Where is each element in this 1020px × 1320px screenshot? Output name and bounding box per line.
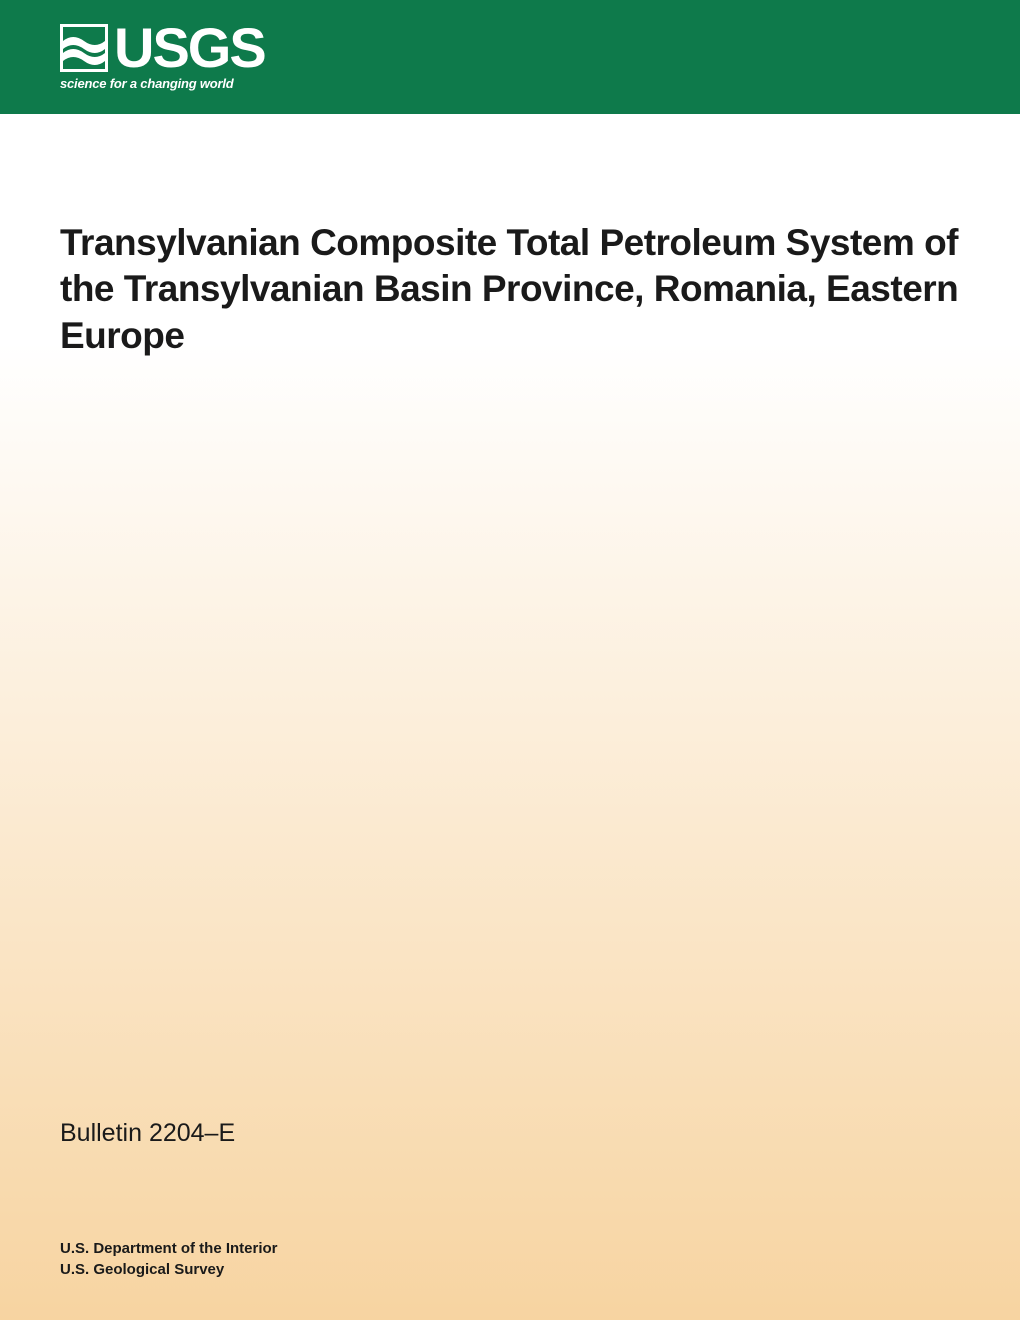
footer-line-1: U.S. Department of the Interior [60, 1238, 960, 1259]
usgs-wave-icon [60, 24, 108, 72]
document-title: Transylvanian Composite Total Petroleum … [60, 220, 960, 359]
usgs-logo-text: USGS [114, 24, 265, 72]
footer-line-2: U.S. Geological Survey [60, 1259, 960, 1280]
bulletin-number: Bulletin 2204–E [60, 1119, 960, 1148]
usgs-logo-block: USGS science for a changing world [60, 24, 265, 91]
logo-row: USGS [60, 24, 265, 72]
page-container: USGS science for a changing world Transy… [0, 0, 1020, 1320]
header-band: USGS science for a changing world [0, 0, 1020, 114]
usgs-tagline: science for a changing world [60, 76, 265, 91]
footer-block: U.S. Department of the Interior U.S. Geo… [60, 1238, 960, 1280]
content-area: Transylvanian Composite Total Petroleum … [0, 128, 1020, 1320]
white-separator [0, 114, 1020, 128]
vertical-spacer [60, 359, 960, 1119]
